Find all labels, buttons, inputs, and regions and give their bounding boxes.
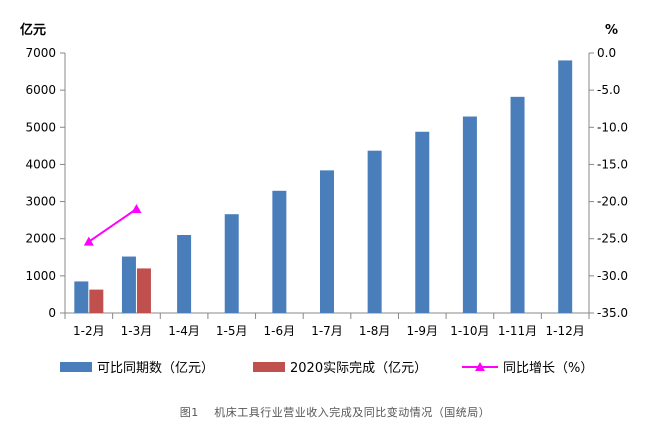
bar-comparable-1-8月 xyxy=(367,150,382,313)
y-tick-label: 0 xyxy=(48,306,56,320)
bars xyxy=(74,60,573,313)
y2-tick-label: -25.0 xyxy=(597,232,628,246)
y-tick-label: 7000 xyxy=(25,46,56,60)
y2-tick-label: -5.0 xyxy=(597,83,620,97)
legend-marker-growth xyxy=(475,362,485,371)
y2-tick-label: -10.0 xyxy=(597,120,628,134)
y-tick-label: 4000 xyxy=(25,157,56,171)
y2-tick-label: -15.0 xyxy=(597,157,628,171)
x-tick-label: 1-2月 xyxy=(73,324,105,338)
y2-tick-label: -30.0 xyxy=(597,269,628,283)
y-tick-label: 2000 xyxy=(25,232,56,246)
x-tick-label: 1-4月 xyxy=(168,324,200,338)
legend-label-growth: 同比增长（%） xyxy=(503,361,593,376)
y2-tick-label: -35.0 xyxy=(597,306,628,320)
bar-comparable-1-3月 xyxy=(121,256,136,313)
legend-label-comparable: 可比同期数（亿元） xyxy=(97,361,214,376)
bar-comparable-1-2月 xyxy=(74,281,89,313)
y-tick-label: 5000 xyxy=(25,120,56,134)
bar-comparable-1-6月 xyxy=(272,190,287,313)
x-tick-label: 1-5月 xyxy=(216,324,248,338)
legend-swatch-actual-2020 xyxy=(253,362,285,372)
y-tick-label: 6000 xyxy=(25,83,56,97)
x-tick-label: 1-3月 xyxy=(121,324,153,338)
axes: 0 1000 2000 3000 4000 5000 6000 7000 0.0 -5.0 -10.… xyxy=(25,46,628,338)
bar-comparable-1-7月 xyxy=(320,170,334,313)
x-tick-label: 1-6月 xyxy=(264,324,296,338)
x-tick-label: 1-11月 xyxy=(498,324,537,338)
y2-tick-label: -20.0 xyxy=(597,195,628,209)
y2-axis-title: % xyxy=(605,23,618,38)
bar-actual-2020-1-3月 xyxy=(136,268,151,313)
legend: 可比同期数（亿元） 2020实际完成（亿元） 同比增长（%） xyxy=(60,361,593,376)
bar-actual-2020-1-2月 xyxy=(89,289,104,313)
y-tick-label: 3000 xyxy=(25,195,56,209)
growth-point xyxy=(83,236,94,246)
figure-caption: 图1 机床工具行业营业收入完成及同比变动情况（国统局） xyxy=(179,406,491,419)
legend-swatch-comparable xyxy=(60,362,92,372)
y-tick-label: 1000 xyxy=(25,269,56,283)
bar-comparable-1-9月 xyxy=(415,131,430,313)
x-tick-label: 1-7月 xyxy=(311,324,343,338)
y2-tick-label: 0.0 xyxy=(597,46,616,60)
legend-label-actual-2020: 2020实际完成（亿元） xyxy=(290,361,427,376)
y-axis-title: 亿元 xyxy=(20,22,46,38)
x-tick-label: 1-12月 xyxy=(546,324,585,338)
chart: 亿元 % 0 1000 2000 3000 4000 5000 6000 7000 0.0 -5.… xyxy=(20,22,628,376)
x-tick-label: 1-10月 xyxy=(450,324,489,338)
bar-comparable-1-5月 xyxy=(224,214,239,313)
x-tick-label: 1-9月 xyxy=(406,324,438,338)
growth-line xyxy=(83,204,142,246)
bar-comparable-1-10月 xyxy=(462,116,477,313)
bar-comparable-1-4月 xyxy=(177,235,192,313)
bar-comparable-1-11月 xyxy=(510,96,525,313)
growth-point xyxy=(131,204,142,213)
bar-comparable-1-12月 xyxy=(558,60,573,313)
x-tick-label: 1-8月 xyxy=(359,324,391,338)
growth-line-path xyxy=(88,208,138,243)
